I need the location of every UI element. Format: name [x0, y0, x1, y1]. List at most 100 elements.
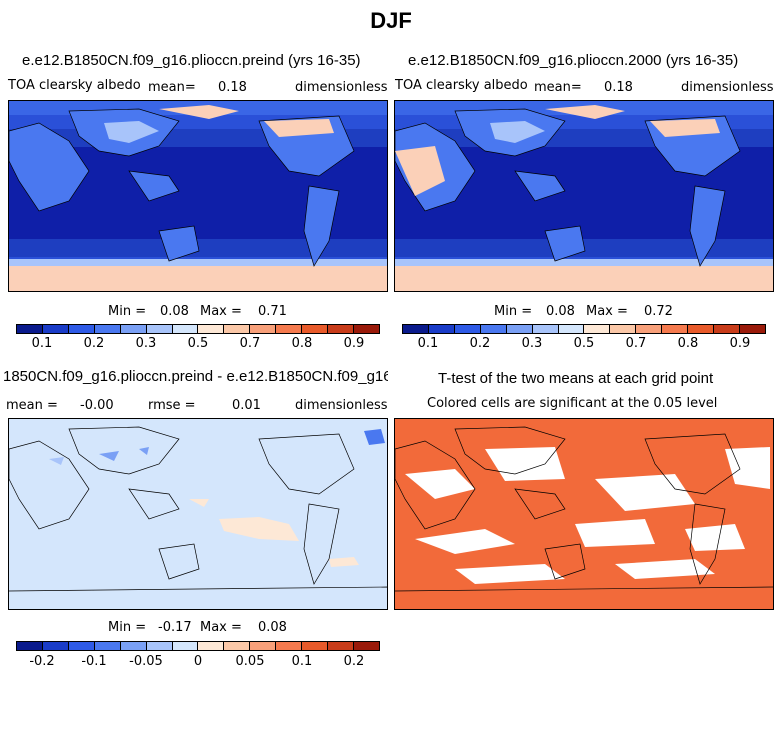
panel2-title: e.e12.B1850CN.f09_g16.plioccn.2000 (yrs …	[408, 52, 739, 69]
panel1-map	[8, 100, 388, 292]
colorbar-tick-label: -0.2	[29, 654, 55, 669]
panel3-map	[8, 418, 388, 610]
colorbar-tick-label: 0	[193, 654, 203, 669]
panel1-min-value: 0.08	[160, 304, 189, 319]
panel2-colorbar	[402, 324, 766, 334]
colorbar-swatch	[353, 642, 379, 650]
colorbar-swatch	[94, 642, 121, 650]
panel1-min-label: Min =	[108, 304, 147, 319]
panel4-map	[394, 418, 774, 610]
panel2-mean-label: mean=	[534, 80, 582, 95]
colorbar-tick-label: 0.8	[677, 336, 699, 351]
panel1-units: dimensionless	[295, 80, 388, 95]
colorbar-tick-label: 0.2	[83, 336, 105, 351]
colorbar-tick-label: 0.5	[187, 336, 209, 351]
panel1-mean-label: mean=	[148, 80, 196, 95]
colorbar-swatch	[454, 325, 481, 333]
panel1-max-value: 0.71	[258, 304, 287, 319]
panel3-min-value: -0.17	[158, 620, 192, 635]
colorbar-tick-label: -0.1	[81, 654, 107, 669]
colorbar-swatch	[172, 642, 199, 650]
colorbar-swatch	[328, 325, 354, 333]
colorbar-swatch	[558, 325, 585, 333]
colorbar-swatch	[146, 642, 173, 650]
panel1-mean-value: 0.18	[218, 80, 247, 95]
colorbar-swatch	[302, 642, 329, 650]
colorbar-tick-label: 0.7	[625, 336, 647, 351]
colorbar-swatch	[198, 325, 225, 333]
panel4-subtitle: Colored cells are significant at the 0.0…	[427, 396, 718, 411]
colorbar-swatch	[17, 325, 43, 333]
colorbar-swatch	[688, 325, 715, 333]
colorbar-tick-label: 0.2	[469, 336, 491, 351]
colorbar-tick-label: 0.1	[417, 336, 439, 351]
colorbar-swatch	[428, 325, 455, 333]
colorbar-swatch	[120, 642, 147, 650]
colorbar-swatch	[94, 325, 121, 333]
panel1-variable: TOA clearsky albedo	[8, 78, 141, 93]
colorbar-swatch	[250, 325, 277, 333]
colorbar-swatch	[636, 325, 663, 333]
panel3-title-clip: e.e12.B1850CN.f09_g16.plioccn.preind - e…	[4, 368, 388, 390]
colorbar-swatch	[480, 325, 507, 333]
colorbar-tick-label: 0.7	[239, 336, 261, 351]
panel2-min-value: 0.08	[546, 304, 575, 319]
panel3-mean-label: mean =	[6, 398, 58, 413]
panel2-max-value: 0.72	[644, 304, 673, 319]
colorbar-swatch	[714, 325, 740, 333]
colorbar-swatch	[506, 325, 533, 333]
colorbar-swatch	[17, 642, 43, 650]
panel3-colorbar	[16, 641, 380, 651]
panel2-mean-value: 0.18	[604, 80, 633, 95]
figure-title: DJF	[370, 8, 412, 33]
panel2-map	[394, 100, 774, 292]
panel1-max-label: Max =	[200, 304, 242, 319]
colorbar-swatch	[68, 642, 95, 650]
panel3-units: dimensionless	[295, 398, 388, 413]
panel3-min-label: Min =	[108, 620, 147, 635]
colorbar-swatch	[276, 642, 303, 650]
colorbar-tick-label: 0.3	[521, 336, 543, 351]
colorbar-swatch	[42, 325, 69, 333]
panel2-min-label: Min =	[494, 304, 533, 319]
colorbar-tick-label: 0.5	[573, 336, 595, 351]
panel3-max-value: 0.08	[258, 620, 287, 635]
colorbar-tick-label: 0.2	[343, 654, 365, 669]
panel2-variable: TOA clearsky albedo	[395, 78, 528, 93]
colorbar-tick-label: 0.05	[235, 654, 265, 669]
colorbar-swatch	[328, 642, 354, 650]
colorbar-tick-label: 0.8	[291, 336, 313, 351]
colorbar-swatch	[224, 325, 251, 333]
colorbar-tick-label: 0.9	[343, 336, 365, 351]
colorbar-tick-label: 0.1	[291, 654, 313, 669]
colorbar-tick-label: -0.05	[129, 654, 163, 669]
colorbar-swatch	[42, 642, 69, 650]
colorbar-swatch	[146, 325, 173, 333]
colorbar-swatch	[224, 642, 251, 650]
panel3-mean-value: -0.00	[80, 398, 114, 413]
colorbar-swatch	[739, 325, 765, 333]
panel3-max-label: Max =	[200, 620, 242, 635]
colorbar-swatch	[610, 325, 637, 333]
colorbar-swatch	[120, 325, 147, 333]
colorbar-swatch	[172, 325, 199, 333]
colorbar-swatch	[584, 325, 611, 333]
panel2-max-label: Max =	[586, 304, 628, 319]
colorbar-tick-label: 0.3	[135, 336, 157, 351]
colorbar-swatch	[250, 642, 277, 650]
panel2-units: dimensionless	[681, 80, 774, 95]
panel3-title: e.e12.B1850CN.f09_g16.plioccn.preind - e…	[4, 368, 388, 385]
colorbar-tick-label: 0.1	[31, 336, 53, 351]
colorbar-swatch	[276, 325, 303, 333]
colorbar-swatch	[353, 325, 379, 333]
panel3-rmse-value: 0.01	[232, 398, 261, 413]
colorbar-tick-label: 0.9	[729, 336, 751, 351]
panel3-rmse-label: rmse =	[148, 398, 196, 413]
panel1-title: e.e12.B1850CN.f09_g16.plioccn.preind (yr…	[22, 52, 361, 69]
colorbar-swatch	[662, 325, 689, 333]
panel1-colorbar	[16, 324, 380, 334]
colorbar-swatch	[302, 325, 329, 333]
colorbar-swatch	[68, 325, 95, 333]
colorbar-swatch	[403, 325, 429, 333]
colorbar-swatch	[198, 642, 225, 650]
